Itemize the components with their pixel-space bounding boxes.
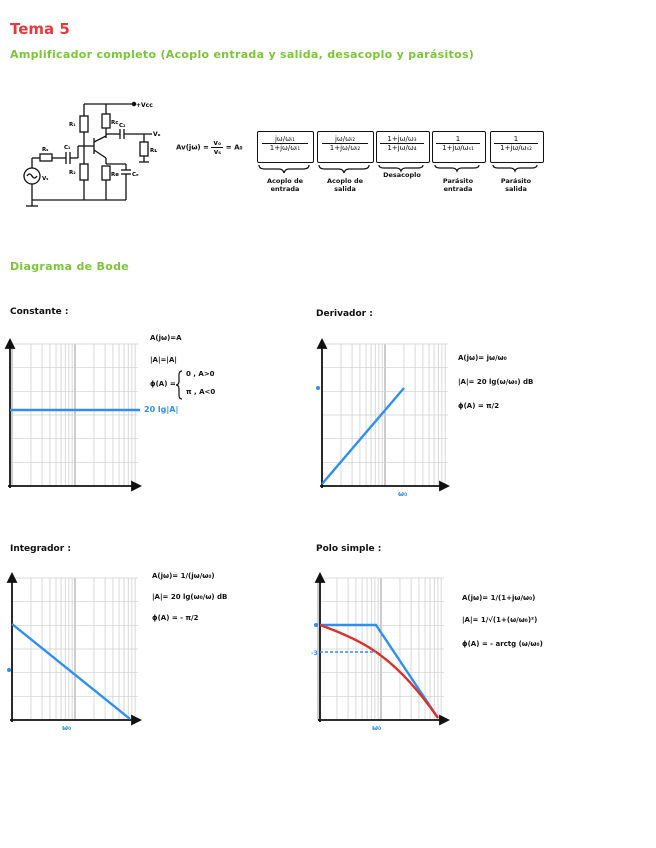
ce-label: Cₑ: [132, 172, 139, 178]
factor-num: 1+jω/ω₃: [380, 135, 424, 144]
polo-eq1: A(jω)= 1/(1+jω/ω₀): [462, 594, 536, 602]
vo-over-vs: vₒ vₛ: [211, 139, 224, 156]
factor-parasitic-input: 1 1+jω/ωₛ₁: [436, 135, 480, 152]
integrador-line: [11, 623, 131, 720]
bode-title: Diagrama de Bode: [10, 260, 129, 273]
polo-zero-dot: [314, 623, 318, 627]
derivador-grid: [321, 343, 448, 487]
caption-line: entrada: [270, 185, 300, 193]
c2-label: C₂: [119, 123, 126, 129]
factor-num: jω/ωᵢ₂: [322, 135, 368, 144]
caption-line: Desacoplo: [383, 171, 421, 179]
polo-title: Polo simple :: [316, 544, 382, 554]
caption-line: Parásito: [500, 177, 532, 185]
factor-den: 1+jω/ωᵢ₁: [269, 144, 301, 152]
constante-title: Constante :: [10, 307, 69, 317]
factor-num: jω/ωᵢ₁: [262, 135, 308, 144]
constante-eq1: A(jω)=A: [150, 334, 182, 342]
factor-parasitic-output-box: [490, 131, 544, 163]
vcc-label: +Vcc: [136, 102, 153, 109]
derivador-zero-dot: [316, 386, 320, 390]
derivador-plot: ω₀: [316, 338, 451, 498]
c1-label: C₁: [64, 145, 71, 151]
factor-parasitic-input-box: [432, 131, 486, 163]
integrador-eq2: |A|= 20 lg(ω₀/ω) dB: [152, 593, 228, 601]
r2-label: R₂: [69, 170, 76, 176]
factor-output-coupling-box: [317, 131, 374, 163]
constante-case2: π , A<0: [186, 388, 216, 396]
lhs-den: vₛ: [213, 148, 221, 156]
factor-den: 1+jω/ωₛ₁: [442, 144, 474, 152]
integrador-zero-dot: [7, 668, 11, 672]
polo-minus3-label: -3: [311, 650, 318, 657]
caption-input-coupling: Acoplo de entrada: [256, 177, 314, 193]
derivador-eq3: ϕ(A) = π/2: [458, 402, 500, 410]
vs-label: Vₛ: [42, 176, 48, 182]
factor-decoupling: 1+jω/ω₃ 1+jω/ω₄: [380, 135, 424, 152]
integrador-tick: ω₀: [62, 724, 71, 732]
rl-label: Rʟ: [150, 148, 157, 154]
transfer-lhs-text: Av(jω) =: [176, 143, 209, 152]
derivador-tick: ω₀: [398, 490, 407, 498]
constante-eq2: |A|=|A|: [150, 356, 177, 364]
factor-den: 1+jω/ωᵢ₂: [329, 144, 361, 152]
factor-num: 1: [436, 135, 480, 144]
polo-eq3: ϕ(A) = - arctg (ω/ω₀): [462, 640, 543, 648]
factor-den: 1+jω/ω₄: [387, 144, 417, 152]
polo-asymptote: [320, 623, 439, 719]
caption-output-coupling: Acoplo de salida: [316, 177, 374, 193]
caption-line: entrada: [443, 185, 473, 193]
integrador-eq1: A(jω)= 1/(jω/ω₀): [152, 572, 215, 580]
polo-plot: -3 ω₀: [311, 572, 451, 732]
derivador-eq2: |A|= 20 lg(ω/ω₀) dB: [458, 378, 534, 386]
transfer-lhs: Av(jω) = vₒ vₛ = A₀: [176, 139, 243, 156]
rc-label: Rc: [111, 120, 119, 126]
factor-num: 1: [494, 135, 538, 144]
caption-line: Acoplo de: [326, 177, 364, 185]
constante-line-label: 20 lg|A|: [144, 405, 179, 414]
factor-input-coupling: jω/ωᵢ₁ 1+jω/ωᵢ₁: [262, 135, 308, 152]
amplifier-circuit: +Vcc R₁ R₂ Rc Re C₁ C₂ Cₑ Rₛ Rʟ Vₒ Vₛ: [23, 101, 161, 207]
constante-eq3: ϕ(A) =: [150, 380, 176, 388]
factor-output-coupling: jω/ωᵢ₂ 1+jω/ωᵢ₂: [322, 135, 368, 152]
factor-den: 1+jω/ωₛ₂: [500, 144, 532, 152]
underbraces: [258, 164, 538, 174]
caption-parasitic-input: Parásito entrada: [430, 177, 486, 193]
factor-parasitic-output: 1 1+jω/ωₛ₂: [494, 135, 538, 152]
derivador-eq1: A(jω)= jω/ω₀: [458, 354, 507, 362]
constante-grid: [11, 343, 138, 487]
polo-grid: [317, 577, 444, 721]
factor-decoupling-box: [376, 131, 430, 163]
derivador-title: Derivador :: [316, 309, 373, 319]
integrador-eq3: ϕ(A) = - π/2: [152, 614, 199, 622]
lhs-num: vₒ: [211, 139, 224, 148]
caption-parasitic-output: Parásito salida: [488, 177, 544, 193]
caption-line: Parásito: [442, 177, 474, 185]
vo-label: Vₒ: [153, 131, 161, 138]
caption-line: Acoplo de: [266, 177, 304, 185]
rs-label: Rₛ: [42, 147, 48, 153]
polo-tick: ω₀: [372, 724, 381, 732]
caption-decoupling: Desacoplo: [374, 171, 430, 179]
constante-plot: [4, 338, 143, 492]
section-subtitle: Amplificador completo (Acoplo entrada y …: [10, 48, 475, 61]
integrador-title: Integrador :: [10, 544, 71, 554]
polo-real-curve: [319, 623, 439, 719]
integrador-grid: [11, 577, 138, 721]
transfer-gain: = A₀: [225, 143, 243, 152]
constante-brace: [176, 370, 183, 400]
r1-label: R₁: [69, 122, 76, 128]
constante-case1: 0 , A>0: [186, 370, 215, 378]
caption-line: salida: [334, 185, 356, 193]
factor-input-coupling-box: [257, 131, 314, 163]
re-label: Re: [111, 172, 119, 178]
caption-line: salida: [505, 185, 527, 193]
derivador-line: [321, 387, 405, 485]
page-title: Tema 5: [10, 20, 70, 38]
integrador-plot: ω₀: [6, 572, 143, 732]
polo-eq2: |A|= 1/√(1+(ω/ω₀)²): [462, 616, 538, 624]
